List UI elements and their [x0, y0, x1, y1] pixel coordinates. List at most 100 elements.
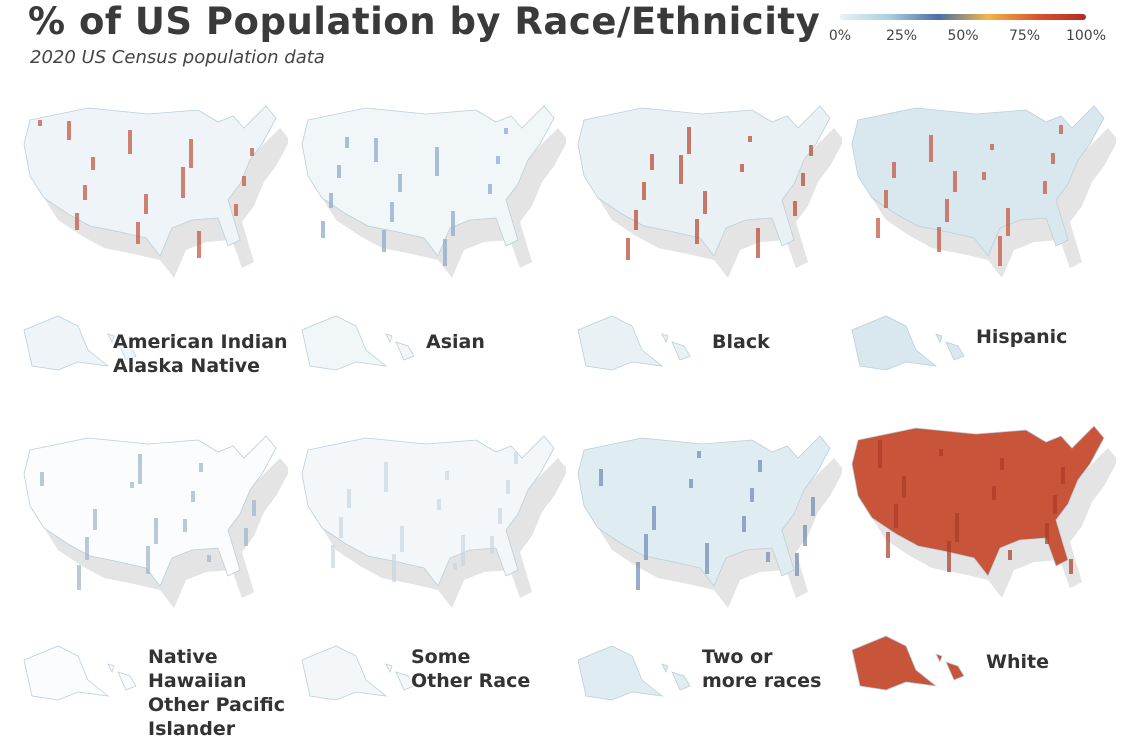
map-column: [392, 554, 396, 582]
map-region: [23, 315, 110, 371]
map-column: [128, 130, 132, 154]
map-column: [811, 497, 815, 516]
map-region: [577, 645, 664, 701]
map-column: [339, 517, 343, 538]
map-column: [953, 171, 957, 192]
map-column: [498, 508, 502, 524]
map-column: [398, 174, 402, 192]
map-column: [1006, 208, 1010, 236]
map-region: [935, 653, 965, 681]
map-region: [23, 105, 277, 257]
map-column: [902, 476, 906, 498]
panel-label-line: White: [986, 651, 1049, 673]
map-panel: Native Hawaiian Other Pacific Islander: [18, 410, 288, 740]
map-panel: Some Other Race: [296, 410, 566, 710]
map-region: [301, 645, 388, 701]
map-panel: Black: [572, 80, 842, 380]
map-column: [382, 230, 386, 252]
map-column: [1008, 550, 1012, 560]
map-column: [740, 164, 744, 172]
map-panel: White: [846, 400, 1116, 700]
map-region: [661, 663, 691, 691]
map-column: [437, 499, 441, 510]
map-region: [107, 333, 137, 361]
map-column: [998, 236, 1002, 266]
map-column: [252, 500, 256, 516]
map-column: [40, 472, 44, 486]
map-column: [453, 563, 457, 570]
map-region: [661, 333, 691, 361]
map: [23, 105, 288, 371]
map-column: [38, 120, 42, 126]
map-column: [695, 219, 699, 244]
map-column: [929, 135, 933, 162]
map-column: [939, 449, 943, 456]
panel-label: American Indian Alaska Native: [113, 330, 288, 378]
panel-label-line: Native Hawaiian: [148, 646, 247, 692]
map-column: [93, 509, 97, 530]
map-panel: American Indian Alaska Native: [18, 80, 288, 380]
map-column: [321, 221, 325, 238]
subtitle: 2020 US Census population data: [30, 47, 325, 68]
map-column: [992, 486, 996, 500]
map-region: [385, 333, 415, 361]
map-region: [577, 315, 664, 371]
map-column: [650, 154, 654, 170]
map-column: [130, 482, 134, 488]
map-column: [496, 156, 500, 164]
panel-label-line: Alaska Native: [113, 355, 261, 377]
map-column: [937, 227, 941, 252]
map: [577, 105, 842, 371]
map-column: [234, 204, 238, 216]
panel-label-line: more races: [702, 670, 822, 692]
panel-label: Hispanic: [976, 325, 1067, 349]
legend-labels: 0% 25% 50% 75% 100%: [829, 28, 1106, 50]
map-column: [742, 516, 746, 532]
legend-tick-label: 100%: [1065, 28, 1107, 44]
map-region: [301, 105, 555, 257]
map-region: [577, 105, 831, 257]
panel-label: Asian: [426, 330, 485, 354]
map-column: [626, 238, 630, 260]
panel-label: Some Other Race: [411, 645, 530, 693]
title: % of US Population by Race/Ethnicity: [28, 0, 821, 43]
map-column: [374, 138, 378, 162]
map: [851, 425, 1116, 691]
panel-label: White: [986, 650, 1049, 674]
map-column: [197, 231, 201, 258]
map-column: [504, 128, 508, 134]
map-column: [1045, 523, 1049, 544]
map-column: [138, 454, 142, 484]
map-column: [514, 452, 518, 464]
map-column: [435, 147, 439, 176]
map-region: [935, 333, 965, 361]
map-column: [242, 176, 246, 186]
map-column: [329, 193, 333, 208]
map-column: [756, 228, 760, 258]
map-panel: Hispanic: [846, 80, 1116, 380]
map-column: [766, 552, 770, 562]
map-column: [384, 462, 388, 492]
panel-label-line: Asian: [426, 331, 485, 353]
map-column: [75, 213, 79, 230]
map-column: [878, 440, 882, 468]
map-column: [697, 451, 701, 458]
map-column: [894, 504, 898, 528]
map-column: [490, 536, 494, 554]
map-column: [947, 541, 951, 572]
map-region: [301, 315, 388, 371]
map-column: [687, 127, 691, 154]
map: [301, 105, 566, 371]
map-column: [400, 526, 404, 552]
panel-label-line: Other Race: [411, 670, 531, 692]
map-column: [748, 136, 752, 142]
map-region: [851, 635, 938, 691]
map-region: [23, 645, 110, 701]
map-column: [1069, 559, 1073, 574]
legend-tick-label: 75%: [1008, 28, 1041, 44]
map-column: [982, 172, 986, 180]
map-column: [644, 534, 648, 560]
map-column: [91, 157, 95, 170]
panel-label-line: Some: [411, 646, 471, 668]
